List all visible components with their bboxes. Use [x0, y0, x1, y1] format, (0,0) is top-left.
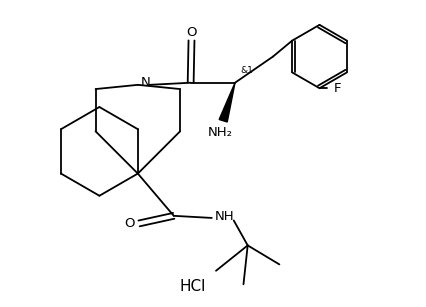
Text: NH₂: NH₂: [207, 126, 232, 139]
Text: N: N: [140, 76, 150, 89]
Text: F: F: [333, 82, 340, 95]
Text: O: O: [124, 217, 135, 230]
Polygon shape: [219, 83, 234, 122]
Text: O: O: [186, 25, 196, 38]
Text: HCl: HCl: [179, 279, 205, 294]
Text: &1: &1: [240, 66, 253, 76]
Text: NH: NH: [214, 210, 234, 223]
